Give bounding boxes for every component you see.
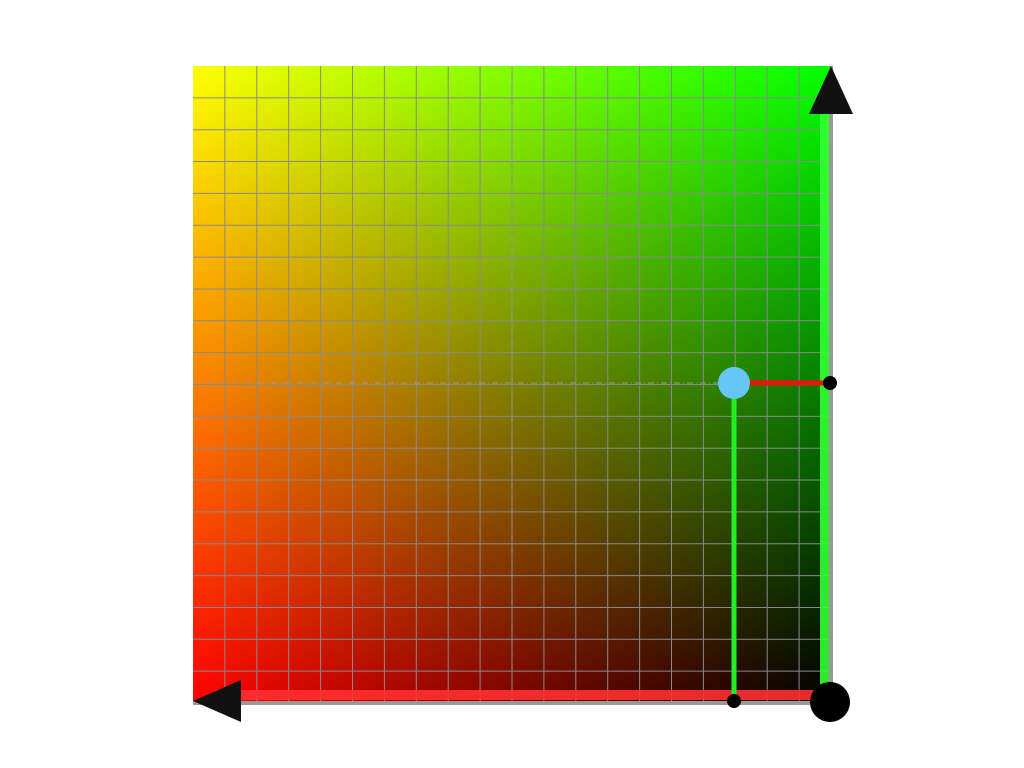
x-axis-arrow: [193, 680, 241, 722]
y-projection-dot: [823, 376, 837, 390]
origin-point: [810, 682, 850, 722]
green-axis-bar: [820, 95, 830, 695]
y-axis-arrow: [809, 66, 853, 114]
x-projection-dot: [727, 694, 741, 708]
red-axis-bar: [215, 690, 827, 700]
color-handle[interactable]: [718, 367, 750, 399]
